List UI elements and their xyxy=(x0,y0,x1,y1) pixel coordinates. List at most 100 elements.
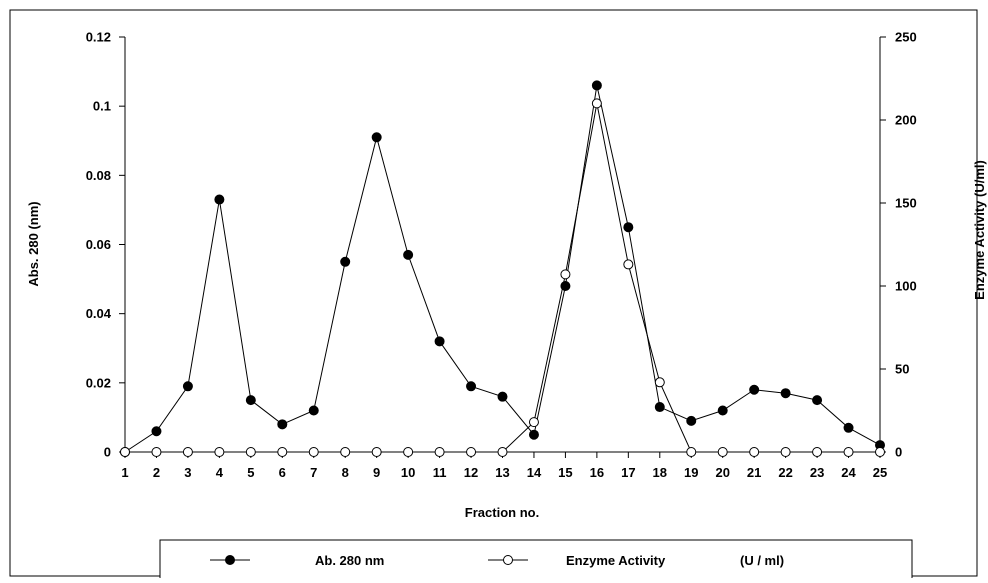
x-axis-title: Fraction no. xyxy=(465,505,539,520)
right-y-tick-label: 100 xyxy=(895,279,917,294)
series-0-point xyxy=(749,384,760,395)
x-tick-label: 6 xyxy=(279,465,286,480)
series-0-point xyxy=(591,80,602,91)
x-tick-label: 13 xyxy=(495,465,509,480)
x-tick-label: 24 xyxy=(841,465,856,480)
series-1-point xyxy=(717,447,728,457)
legend: Ab. 280 nm Enzyme Activity (U / ml) xyxy=(159,539,913,581)
legend-label-0: Ab. 280 nm xyxy=(315,553,384,568)
series-0-point xyxy=(182,381,193,392)
series-1-point xyxy=(403,447,414,457)
right-y-tick-label: 50 xyxy=(895,362,909,377)
x-tick-label: 9 xyxy=(373,465,380,480)
series-1-point xyxy=(120,447,130,457)
left-y-tick-label: 0.1 xyxy=(93,99,111,114)
series-1-point xyxy=(371,447,382,457)
x-tick-label: 8 xyxy=(342,465,349,480)
right-y-ticks: 0 50 100 150 200 250 xyxy=(880,30,917,460)
series-0-point xyxy=(277,419,288,430)
left-y-tick-label: 0 xyxy=(104,445,111,460)
series-0-point xyxy=(434,336,445,347)
series-0-point xyxy=(245,395,256,406)
series-0-point xyxy=(686,415,697,426)
legend-swatch-marker-1 xyxy=(503,555,513,565)
x-tick-label: 16 xyxy=(590,465,604,480)
series-0-point xyxy=(497,391,508,402)
series-1-point xyxy=(277,447,288,457)
legend-box xyxy=(159,539,913,581)
x-tick-label: 22 xyxy=(778,465,792,480)
x-tick-label: 7 xyxy=(310,465,317,480)
series-1-point xyxy=(340,447,351,457)
series-1-point xyxy=(214,447,225,457)
series-0-point xyxy=(403,249,414,260)
right-y-tick-label: 200 xyxy=(895,113,917,128)
legend-unit-label: (U / ml) xyxy=(740,553,784,568)
x-tick-label: 17 xyxy=(621,465,635,480)
x-tick-label: 18 xyxy=(653,465,667,480)
series-0-point xyxy=(151,426,162,437)
legend-swatch-marker-0 xyxy=(225,555,235,565)
x-tick-label: 11 xyxy=(433,465,447,480)
x-tick-label: 20 xyxy=(715,465,729,480)
x-tick-label: 1 xyxy=(121,465,128,480)
left-y-tick-label: 0.08 xyxy=(86,168,111,183)
x-tick-label: 19 xyxy=(684,465,698,480)
x-tick-label: 2 xyxy=(153,465,160,480)
x-tick-label: 15 xyxy=(558,465,572,480)
series-0-point xyxy=(843,422,854,433)
x-tick-label: 23 xyxy=(810,465,824,480)
series-1-point xyxy=(843,447,854,457)
series-layer xyxy=(120,80,885,457)
series-1-point xyxy=(686,447,697,457)
right-y-axis-title: Enzyme Activity (U/ml) xyxy=(972,160,987,300)
series-1-point xyxy=(591,98,602,109)
left-y-ticks: 0 0.02 0.04 0.06 0.08 0.1 0.12 xyxy=(86,30,125,460)
series-1-point xyxy=(245,447,256,457)
right-y-tick-label: 150 xyxy=(895,196,917,211)
series-0-point xyxy=(654,402,665,413)
x-tick-label: 10 xyxy=(401,465,415,480)
series-0-point xyxy=(466,381,477,392)
series-0-point xyxy=(308,405,319,416)
series-1-point xyxy=(434,447,445,457)
x-tick-label: 12 xyxy=(464,465,478,480)
series-1-point xyxy=(497,447,508,457)
series-1-point xyxy=(749,447,760,457)
left-y-axis-title: Abs. 280 (nm) xyxy=(26,201,41,286)
series-1-point xyxy=(623,259,634,270)
x-tick-label: 3 xyxy=(184,465,191,480)
series-1-point xyxy=(780,447,791,457)
series-1-point xyxy=(308,447,319,457)
series-1-point xyxy=(466,447,477,457)
chart-frame xyxy=(9,9,978,577)
series-0-point xyxy=(780,388,791,399)
x-tick-label: 21 xyxy=(747,465,761,480)
left-y-tick-label: 0.06 xyxy=(86,237,111,252)
x-tick-label: 25 xyxy=(873,465,887,480)
series-1-point xyxy=(812,447,823,457)
legend-label-1: Enzyme Activity xyxy=(566,553,666,568)
series-0-point xyxy=(214,194,225,205)
series-0-point xyxy=(371,132,382,143)
series-0-point xyxy=(717,405,728,416)
series-1-point xyxy=(151,447,162,457)
right-y-tick-label: 250 xyxy=(895,30,917,45)
series-1-point xyxy=(182,447,193,457)
x-tick-label: 14 xyxy=(527,465,542,480)
left-y-tick-label: 0.02 xyxy=(86,375,111,390)
series-1-point xyxy=(654,377,665,388)
series-1-point xyxy=(528,417,539,428)
series-0-point xyxy=(812,395,823,406)
series-0-point xyxy=(528,429,539,440)
series-1-point xyxy=(875,447,885,457)
x-tick-label: 4 xyxy=(216,465,224,480)
x-tick-label: 5 xyxy=(247,465,254,480)
series-1-point xyxy=(560,269,571,280)
right-y-tick-label: 0 xyxy=(895,445,902,460)
left-y-tick-label: 0.12 xyxy=(86,30,111,45)
series-0-point xyxy=(560,281,571,291)
series-0-point xyxy=(623,222,634,233)
series-0-point xyxy=(340,256,351,267)
